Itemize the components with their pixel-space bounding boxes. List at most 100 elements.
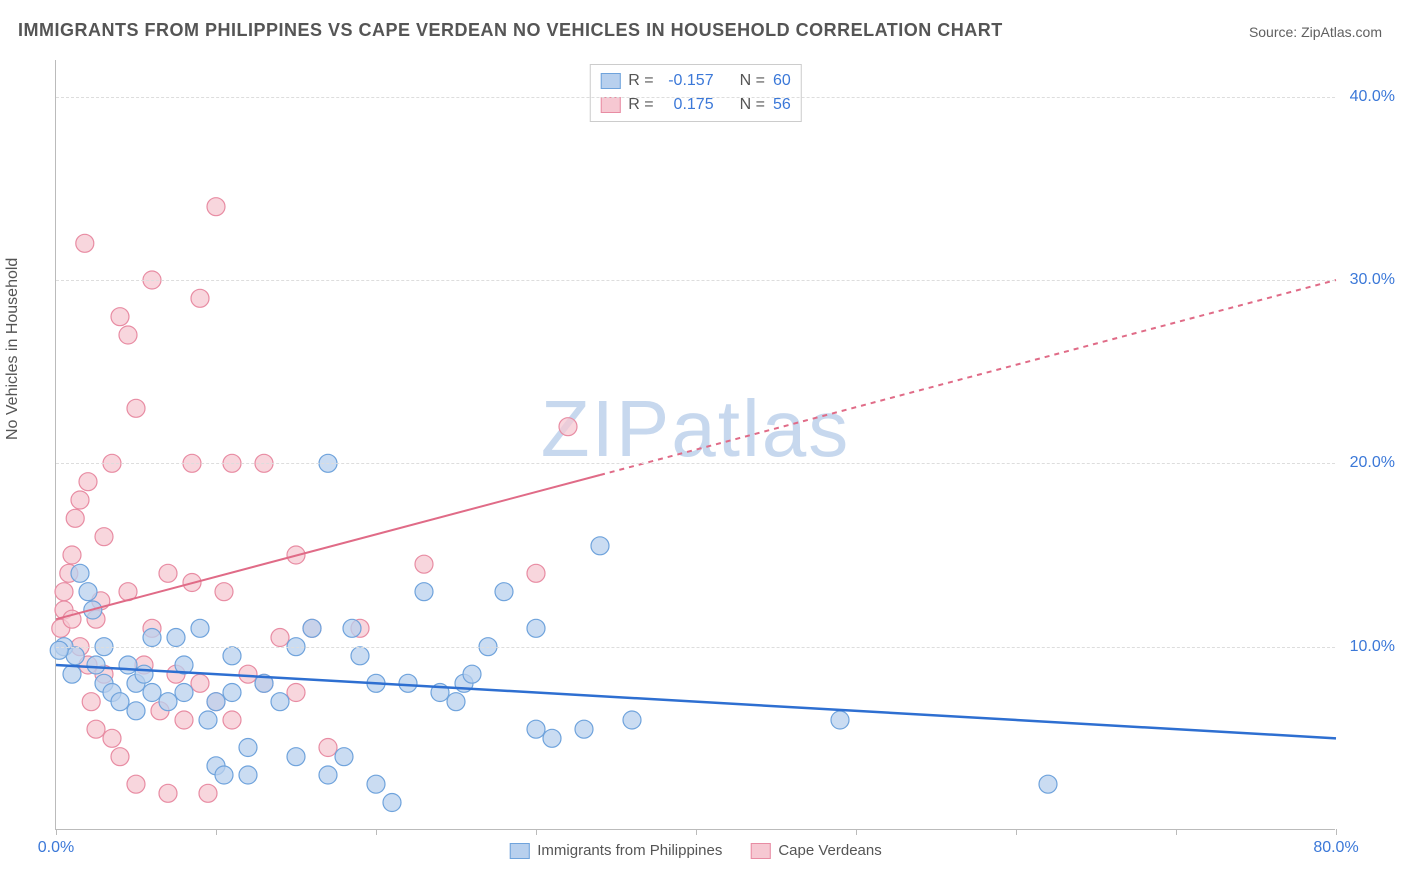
data-point bbox=[191, 289, 209, 307]
x-tick bbox=[696, 829, 697, 835]
data-point bbox=[367, 775, 385, 793]
data-point bbox=[543, 729, 561, 747]
data-point bbox=[591, 537, 609, 555]
legend-series: Immigrants from Philippines Cape Verdeans bbox=[509, 842, 881, 859]
x-tick bbox=[1176, 829, 1177, 835]
y-tick-label: 20.0% bbox=[1350, 454, 1395, 472]
data-point bbox=[215, 583, 233, 601]
data-point bbox=[303, 619, 321, 637]
data-point bbox=[95, 528, 113, 546]
trend-line bbox=[56, 475, 600, 619]
data-point bbox=[223, 684, 241, 702]
data-point bbox=[76, 234, 94, 252]
legend-item: Cape Verdeans bbox=[750, 842, 881, 859]
data-point bbox=[399, 674, 417, 692]
data-point bbox=[55, 583, 73, 601]
data-point bbox=[207, 198, 225, 216]
legend-r-value: -0.157 bbox=[662, 69, 714, 93]
data-point bbox=[271, 693, 289, 711]
legend-label: Immigrants from Philippines bbox=[537, 842, 722, 859]
data-point bbox=[175, 711, 193, 729]
gridline bbox=[56, 463, 1335, 464]
data-point bbox=[415, 583, 433, 601]
y-tick-label: 30.0% bbox=[1350, 271, 1395, 289]
data-point bbox=[207, 693, 225, 711]
y-tick-label: 10.0% bbox=[1350, 638, 1395, 656]
data-point bbox=[79, 473, 97, 491]
data-point bbox=[287, 748, 305, 766]
data-point bbox=[215, 766, 233, 784]
legend-n-label: N = bbox=[740, 69, 765, 93]
data-point bbox=[135, 665, 153, 683]
legend-r-label: R = bbox=[628, 69, 653, 93]
source-label: Source: ZipAtlas.com bbox=[1249, 24, 1382, 40]
trend-line-extrapolated bbox=[600, 280, 1336, 475]
data-point bbox=[527, 564, 545, 582]
legend-row: R = -0.157 N = 60 bbox=[600, 69, 790, 93]
legend-correlation: R =-0.157N =60R =0.175N =56 bbox=[589, 64, 801, 122]
x-tick bbox=[856, 829, 857, 835]
data-point bbox=[199, 711, 217, 729]
data-point bbox=[1039, 775, 1057, 793]
data-point bbox=[271, 629, 289, 647]
data-point bbox=[623, 711, 641, 729]
chart-plot-area: ZIPatlas R =-0.157N =60R =0.175N =56 Imm… bbox=[55, 60, 1335, 830]
data-point bbox=[223, 647, 241, 665]
x-tick bbox=[1016, 829, 1017, 835]
data-point bbox=[287, 684, 305, 702]
data-point bbox=[319, 739, 337, 757]
data-point bbox=[415, 555, 433, 573]
x-tick bbox=[216, 829, 217, 835]
trend-line bbox=[56, 665, 1336, 738]
legend-n-value: 60 bbox=[773, 69, 791, 93]
y-tick-label: 40.0% bbox=[1350, 88, 1395, 106]
data-point bbox=[87, 720, 105, 738]
legend-swatch bbox=[600, 73, 620, 89]
data-point bbox=[127, 399, 145, 417]
legend-label: Cape Verdeans bbox=[778, 842, 881, 859]
data-point bbox=[319, 766, 337, 784]
data-point bbox=[79, 583, 97, 601]
x-tick bbox=[536, 829, 537, 835]
gridline bbox=[56, 280, 1335, 281]
data-point bbox=[159, 784, 177, 802]
data-point bbox=[66, 647, 84, 665]
data-point bbox=[111, 748, 129, 766]
data-point bbox=[103, 729, 121, 747]
data-point bbox=[63, 665, 81, 683]
data-point bbox=[111, 693, 129, 711]
x-tick bbox=[1336, 829, 1337, 835]
data-point bbox=[559, 418, 577, 436]
data-point bbox=[159, 564, 177, 582]
data-point bbox=[383, 794, 401, 812]
data-point bbox=[50, 641, 68, 659]
data-point bbox=[159, 693, 177, 711]
scatter-svg bbox=[56, 60, 1335, 829]
data-point bbox=[63, 546, 81, 564]
data-point bbox=[239, 739, 257, 757]
data-point bbox=[191, 674, 209, 692]
data-point bbox=[167, 629, 185, 647]
data-point bbox=[527, 619, 545, 637]
gridline bbox=[56, 647, 1335, 648]
data-point bbox=[831, 711, 849, 729]
legend-swatch bbox=[750, 843, 770, 859]
data-point bbox=[119, 656, 137, 674]
data-point bbox=[87, 656, 105, 674]
data-point bbox=[495, 583, 513, 601]
x-tick bbox=[376, 829, 377, 835]
data-point bbox=[223, 711, 241, 729]
data-point bbox=[175, 684, 193, 702]
legend-swatch bbox=[600, 97, 620, 113]
data-point bbox=[143, 629, 161, 647]
data-point bbox=[575, 720, 593, 738]
data-point bbox=[447, 693, 465, 711]
data-point bbox=[71, 491, 89, 509]
data-point bbox=[199, 784, 217, 802]
data-point bbox=[335, 748, 353, 766]
data-point bbox=[343, 619, 361, 637]
legend-swatch bbox=[509, 843, 529, 859]
data-point bbox=[111, 308, 129, 326]
data-point bbox=[239, 766, 257, 784]
data-point bbox=[71, 564, 89, 582]
